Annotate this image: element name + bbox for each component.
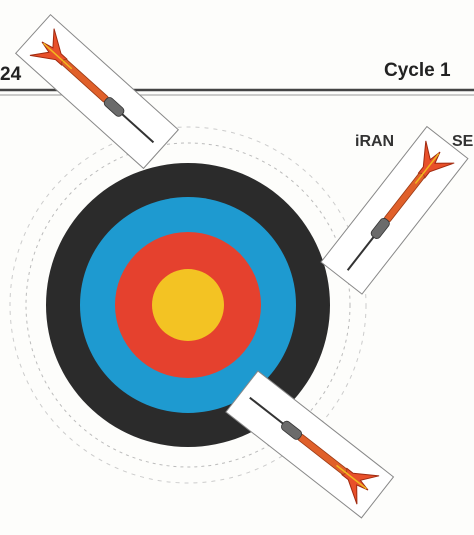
dart [16, 15, 179, 169]
heading-fragment: iRAN [355, 133, 394, 150]
worksheet-scan: 24 Cycle 1 iRAN SE [0, 0, 474, 535]
dart [321, 127, 468, 295]
dart [226, 371, 394, 518]
cycle-label: Cycle 1 [384, 60, 451, 81]
page-number: 24 [0, 64, 22, 85]
page: {"header": {"page": "24", "cycle": "Cycl… [0, 0, 474, 535]
heading-fragment: SE [452, 133, 474, 150]
